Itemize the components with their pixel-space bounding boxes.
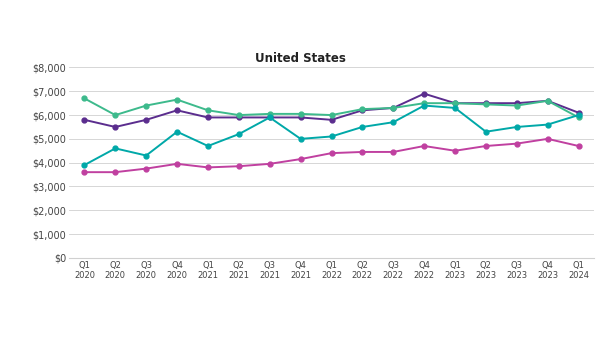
Text: Average Repairable Severity: Average Repairable Severity bbox=[166, 14, 434, 32]
Text: United States: United States bbox=[254, 52, 346, 65]
